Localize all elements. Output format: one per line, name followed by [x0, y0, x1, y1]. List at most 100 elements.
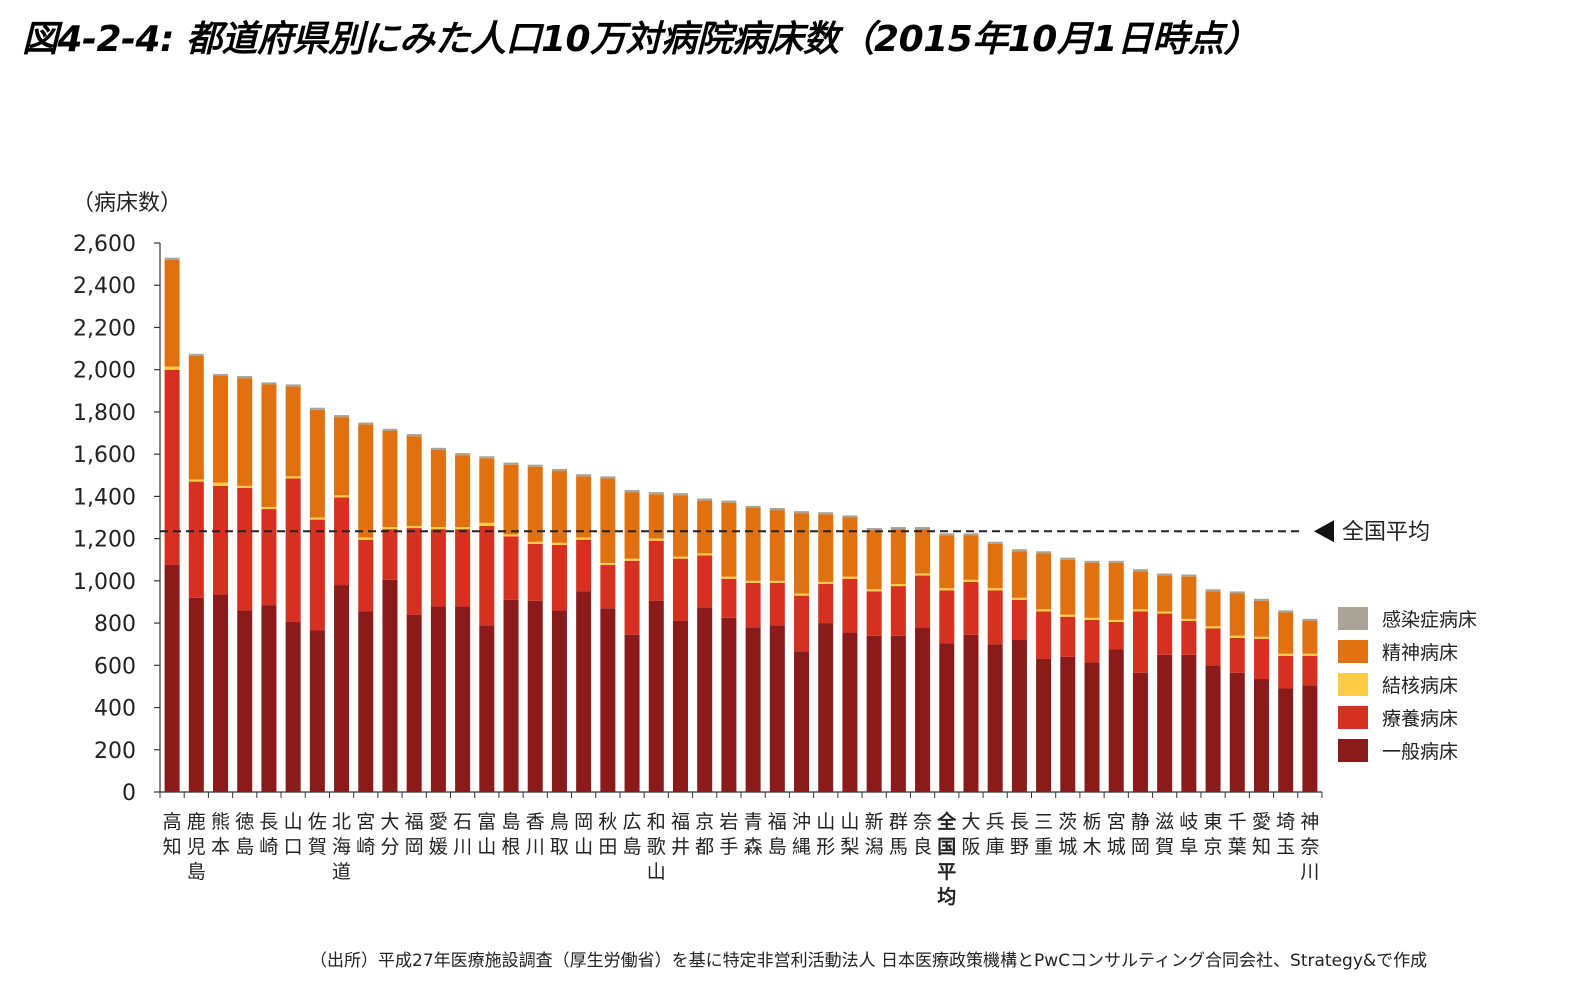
- bar-segment: [1084, 619, 1100, 663]
- source-note: （出所）平成27年医療施設調査（厚生労働省）を基に特定非営利活動法人 日本医療政…: [310, 951, 1428, 971]
- x-tick-label: 崎: [259, 836, 278, 858]
- bar-segment: [261, 509, 277, 606]
- x-tick-label: 宮: [1107, 811, 1126, 833]
- bar-segment: [382, 579, 398, 792]
- bar-segment: [987, 590, 1003, 645]
- y-tick-label: 1,800: [73, 401, 136, 426]
- bar-segment: [1181, 654, 1197, 792]
- bar-segment: [1036, 551, 1052, 554]
- bar-segment: [213, 376, 229, 483]
- bar-segment: [842, 515, 858, 518]
- bar-segment: [382, 527, 398, 530]
- x-tick-label: 広: [623, 811, 642, 833]
- bar-segment: [1229, 635, 1245, 638]
- bar-segment: [890, 529, 906, 585]
- x-tick-label: 茨: [1058, 811, 1077, 833]
- bar-segment: [503, 599, 519, 792]
- x-tick-label: 神: [1300, 811, 1319, 833]
- bar-segment: [309, 409, 325, 518]
- bar-segment: [600, 478, 616, 563]
- bar-segment: [503, 464, 519, 535]
- x-tick-label: 山: [477, 836, 496, 858]
- bar-segment: [1302, 653, 1318, 656]
- bar-segment: [672, 620, 688, 792]
- x-tick-label: 愛: [1252, 811, 1271, 833]
- bar-segment: [406, 436, 422, 526]
- average-arrow-icon: [1314, 520, 1334, 543]
- bar-segment: [745, 508, 761, 581]
- x-tick-label: 山: [574, 836, 593, 858]
- bar-segment: [915, 527, 931, 530]
- y-tick-label: 1,000: [73, 570, 136, 595]
- bar-segment: [915, 529, 931, 574]
- bar-segment: [1278, 610, 1294, 613]
- bar-segment: [1084, 562, 1100, 618]
- bar-segment: [551, 544, 567, 611]
- bar-segment: [358, 424, 374, 538]
- bar-segment: [1229, 591, 1245, 594]
- y-tick-label: 1,200: [73, 528, 136, 553]
- bar-segment: [479, 525, 495, 626]
- bar-segment: [624, 490, 640, 493]
- bar-segment: [1253, 679, 1269, 792]
- legend-swatch: [1338, 640, 1368, 663]
- bar-segment: [285, 476, 301, 479]
- bar-segment: [1108, 562, 1124, 620]
- bar-segment: [600, 565, 616, 609]
- bar-segment: [358, 537, 374, 540]
- bar-segment: [479, 625, 495, 792]
- bar-segment: [1302, 620, 1318, 654]
- bar-segment: [600, 562, 616, 566]
- bar-segment: [164, 366, 180, 370]
- bar-segment: [600, 476, 616, 479]
- x-tick-label: 山: [816, 811, 835, 833]
- bar-segment: [309, 630, 325, 792]
- legend-swatch: [1338, 673, 1368, 696]
- bar-segment: [697, 555, 713, 608]
- x-tick-label: 滋: [1155, 811, 1174, 833]
- x-tick-label: 川: [453, 836, 472, 858]
- bar-segment: [939, 535, 955, 589]
- bar-segment: [794, 651, 810, 792]
- bar-segment: [527, 543, 543, 601]
- bar-segment: [1302, 618, 1318, 621]
- x-tick-label: 森: [744, 836, 763, 858]
- x-tick-label: 新: [865, 811, 884, 833]
- legend-label: 感染症病床: [1382, 609, 1477, 631]
- bar-segment: [721, 576, 737, 579]
- bar-segment: [1278, 655, 1294, 689]
- stacked-bar-chart: （病床数） 0 200 400 600 800 1,000 1,200 1,400 1,600 1,…: [72, 191, 1477, 908]
- bar-segment: [794, 511, 810, 514]
- bar-segment: [890, 586, 906, 636]
- bar-segment: [963, 579, 979, 582]
- bar-segment: [987, 644, 1003, 792]
- bar-segment: [551, 471, 567, 543]
- x-tick-label: 青: [744, 811, 763, 833]
- bar-segment: [769, 580, 785, 583]
- x-tick-label: 崎: [356, 836, 375, 858]
- bar-segment: [939, 643, 955, 792]
- bar-segment: [576, 539, 592, 592]
- bar-segment: [1036, 609, 1052, 612]
- y-tick-label: 200: [94, 739, 136, 764]
- bar-segment: [890, 527, 906, 530]
- bar-segment: [1157, 654, 1173, 792]
- x-tick-label: 山: [284, 811, 303, 833]
- bar-segment: [672, 493, 688, 496]
- bar-segment: [430, 529, 446, 607]
- bar-segment: [963, 634, 979, 792]
- bar-segment: [503, 536, 519, 600]
- y-tick-label: 2,200: [73, 316, 136, 341]
- bar-segment: [600, 608, 616, 792]
- x-tick-label: 海: [332, 836, 351, 858]
- bar-segment: [721, 500, 737, 503]
- x-tick-label: 田: [598, 836, 617, 858]
- x-tick-label: 福: [768, 811, 787, 833]
- bar-segment: [1229, 672, 1245, 792]
- x-tick-label: 川: [1300, 861, 1319, 883]
- bar-segment: [261, 382, 277, 385]
- bar-segment: [455, 453, 471, 456]
- x-tick-label: 縄: [792, 836, 811, 858]
- bar-segment: [1205, 591, 1221, 627]
- bar-segment: [697, 607, 713, 792]
